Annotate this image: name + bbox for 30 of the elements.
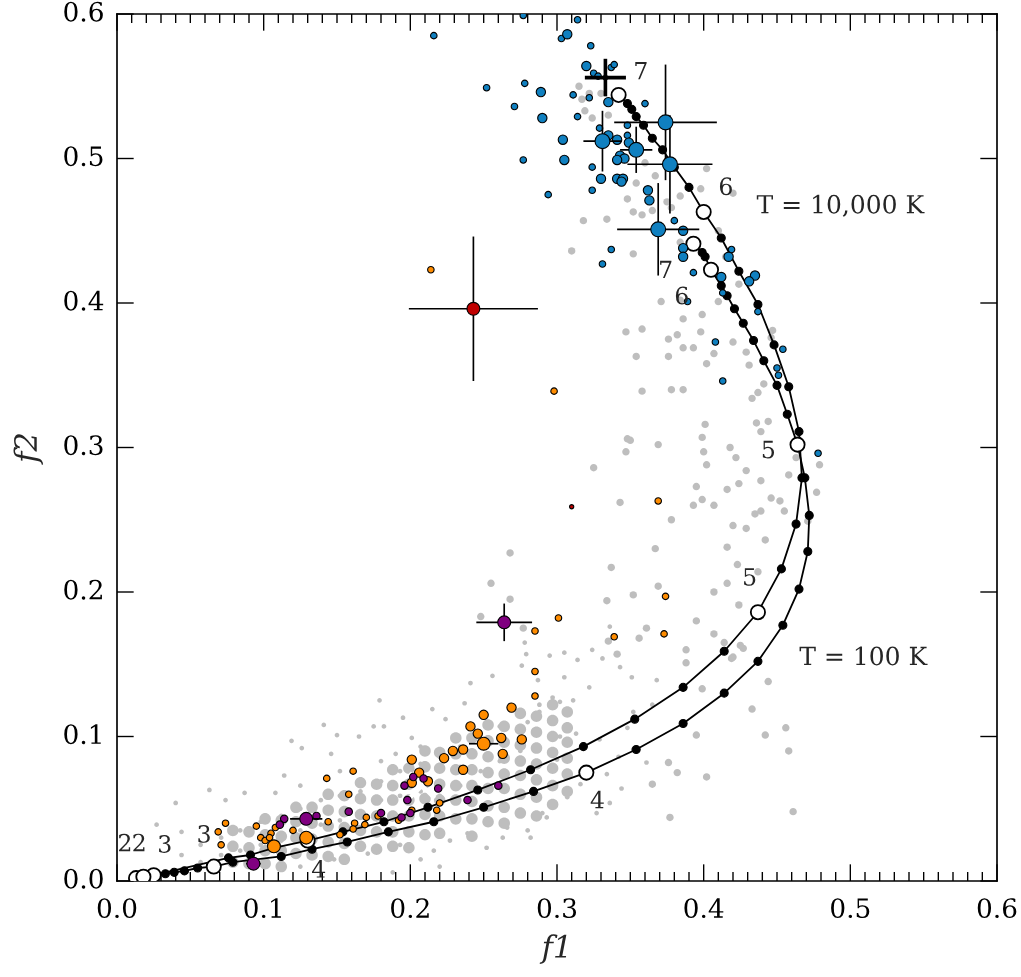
y-tick-label: 0.5 xyxy=(64,146,103,167)
annotation: 4 xyxy=(590,790,604,809)
x-tick-label: 0.5 xyxy=(831,898,870,919)
y-tick-label: 0.3 xyxy=(64,435,103,456)
y-tick-label: 0.0 xyxy=(64,868,103,889)
annotation: 2 xyxy=(119,833,131,852)
x-tick-label: 0.3 xyxy=(537,898,577,919)
annotation: T = 10,000 K xyxy=(756,194,925,217)
annotation: 2 xyxy=(133,833,145,852)
x-axis-title: f1 xyxy=(539,934,567,964)
annotation: 5 xyxy=(762,440,775,459)
x-tick-label: 0.2 xyxy=(391,898,429,919)
annotation: 7 xyxy=(660,260,672,279)
annotation: 3 xyxy=(198,824,210,843)
y-tick-label: 0.1 xyxy=(64,724,101,745)
x-tick-label: 0.1 xyxy=(244,898,281,919)
x-tick-label: 0.4 xyxy=(684,898,724,919)
annotation: 7 xyxy=(635,62,647,80)
annotation: 6 xyxy=(719,177,732,196)
annotation: 4 xyxy=(311,860,326,878)
y-tick-label: 0.6 xyxy=(64,1,103,22)
annotation: 5 xyxy=(744,568,756,586)
y-tick-label: 0.2 xyxy=(64,579,102,600)
y-tick-label: 0.4 xyxy=(64,290,104,311)
x-tick-label: 0.0 xyxy=(97,898,137,919)
annotation: 3 xyxy=(159,835,171,853)
y-axis-title: f2 xyxy=(13,434,44,465)
x-tick-label: 0.6 xyxy=(977,898,1017,919)
annotation: 6 xyxy=(675,286,688,305)
annotation: T = 100 K xyxy=(799,646,928,666)
